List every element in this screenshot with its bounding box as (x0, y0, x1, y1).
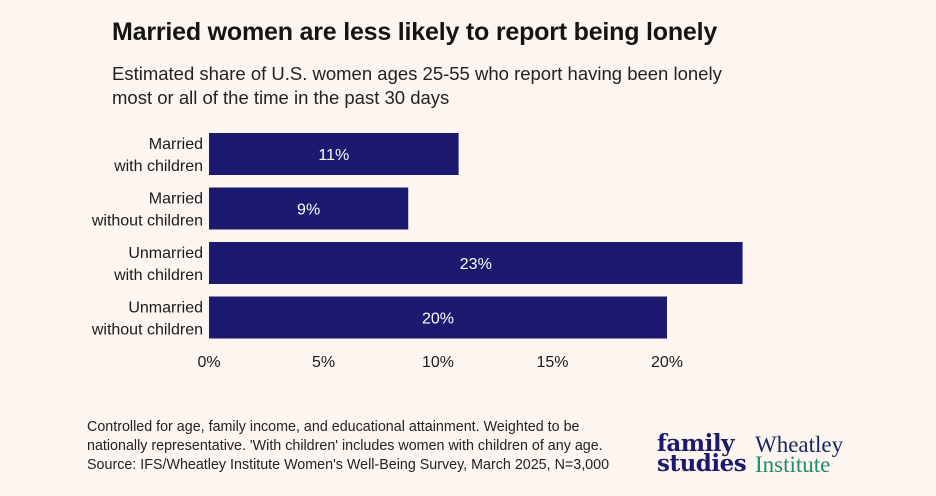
category-label: with children (113, 158, 203, 175)
logo-word-family: family (657, 430, 734, 457)
chart-title: Married women are less likely to report … (112, 18, 718, 46)
bar (209, 242, 743, 284)
category-label: Unmarried (128, 300, 203, 317)
wheatley-institute-logo: Wheatley Institute (755, 432, 844, 477)
bar-value-label: 9% (297, 202, 320, 219)
category-label: with children (113, 267, 203, 284)
logo-word-studies: studies (657, 450, 747, 477)
bar-value-label: 11% (318, 147, 349, 164)
logo-word-institute: Institute (755, 452, 831, 477)
bar (209, 187, 409, 230)
category-label: Unmarried (128, 245, 203, 262)
x-tick-label: 5% (312, 354, 335, 371)
logo-word-wheatley: Wheatley (755, 432, 844, 457)
bar-value-label: 23% (460, 256, 492, 273)
category-label: without children (91, 322, 203, 339)
bar-value-label: 20% (422, 311, 454, 328)
footnote-line: Controlled for age, family income, and e… (87, 419, 580, 435)
x-tick-label: 0% (197, 354, 220, 371)
category-label: Married (149, 136, 203, 153)
footnote: Controlled for age, family income, and e… (87, 418, 647, 475)
x-tick-label: 10% (422, 354, 454, 371)
x-tick-label: 15% (536, 354, 568, 371)
bar (209, 296, 667, 339)
x-tick-label: 20% (651, 354, 683, 371)
category-label: Married (149, 191, 203, 208)
chart-subtitle: Estimated share of U.S. women ages 25-55… (112, 63, 722, 108)
source-line: Source: IFS/Wheatley Institute Women's W… (87, 457, 610, 473)
category-label: without children (91, 213, 203, 230)
bar (209, 133, 459, 175)
family-studies-logo: family studies (657, 430, 747, 477)
footnote-line: nationally representative. 'With childre… (87, 438, 603, 454)
